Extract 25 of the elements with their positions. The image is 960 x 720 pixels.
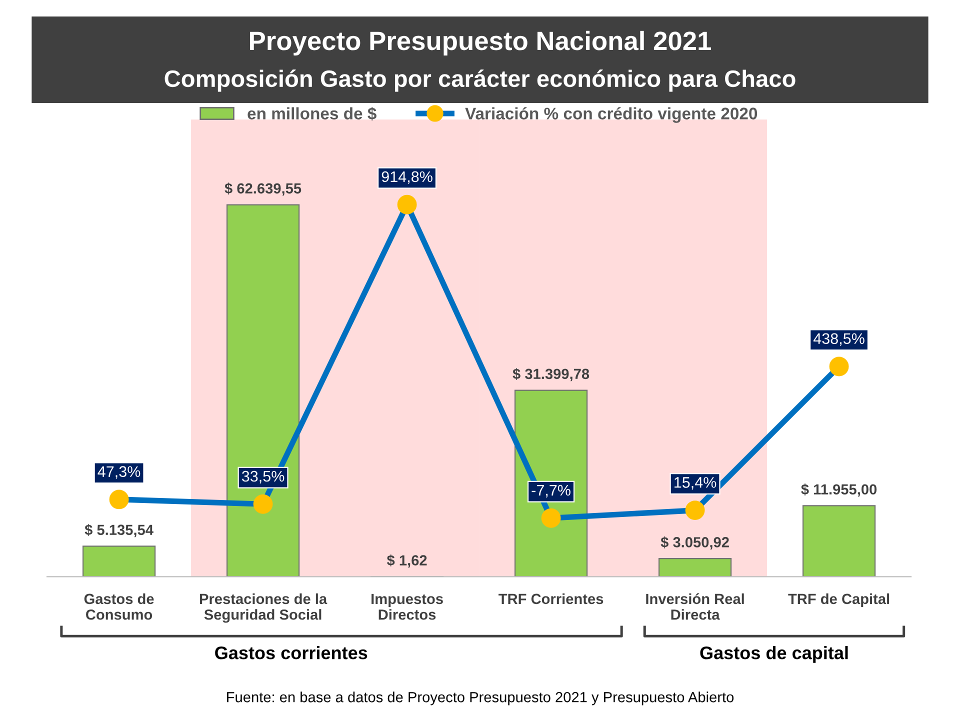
x-tick-label: Inversión Real Directa (646, 593, 744, 620)
x-tick-label: Prestaciones de la Seguridad Social (200, 593, 328, 623)
data-label: 438,5% (813, 333, 864, 346)
data-label: $ 31.399,78 (512, 368, 590, 382)
data-label: 47,3% (98, 466, 140, 479)
x-tick-label: Impuestos Directos (372, 594, 443, 620)
data-label: $ 3.050,92 (660, 536, 729, 550)
data-label: $ 5.135,54 (84, 524, 154, 538)
x-tick-label: TRF de Capital (788, 593, 890, 607)
data-label: -7,7% (532, 484, 570, 498)
data-label: 33,5% (242, 470, 284, 484)
data-label: 914,8% (382, 171, 432, 184)
x-tick-label: Gastos de Consumo (84, 593, 154, 620)
data-label: $ 62.639,55 (224, 182, 302, 196)
legend-label: Variación % con crédito vigente 2020 (465, 107, 758, 123)
x-tick-label: TRF Corrientes (498, 593, 604, 604)
source-note: Fuente: en base a datos de Proyecto Presupuesto 2021 y Presupuesto Abierto (227, 692, 734, 706)
data-label: $ 11.955,00 (801, 484, 877, 497)
text: Gastos de capital (700, 646, 848, 663)
chart-title: Proyecto Presupuesto Nacional 2021 (250, 30, 712, 56)
data-label: 15,4% (674, 477, 716, 490)
data-label: $ 1,62 (386, 554, 427, 568)
chart-subtitle: Composición Gasto por carácter económico para Chaco (164, 70, 796, 92)
legend-label: en millones de $ (248, 106, 376, 121)
text: Gastos corrientes (215, 646, 368, 660)
